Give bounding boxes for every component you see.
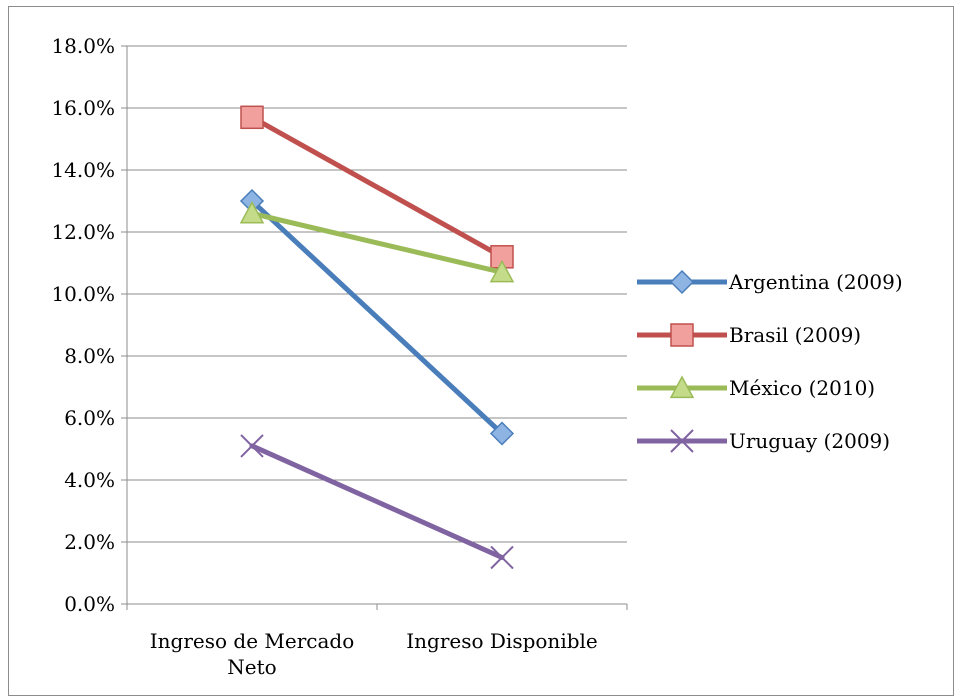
series-lines [239,105,515,570]
series-line-0 [249,198,505,436]
legend-marker [669,269,695,295]
legend: Argentina (2009) Brasil (2009) México (201… [637,269,903,453]
series-line-3 [249,443,505,560]
x-tick-labels: Ingreso de Mercado Neto Ingreso Disponible [150,629,598,679]
y-tick-label: 12.0% [51,220,115,244]
legend-label: Uruguay (2009) [729,429,890,453]
legend-item: Uruguay (2009) [637,429,890,453]
x-tick-label-line: Ingreso de Mercado [150,629,354,653]
legend-marker [670,429,694,453]
y-tick-label: 8.0% [64,344,115,368]
marker-stroke [670,429,694,453]
y-tick-label: 2.0% [64,530,115,554]
legend-item: Brasil (2009) [637,323,861,347]
legend-marker [669,375,695,399]
y-tick-label: 4.0% [64,468,115,492]
y-tick-label: 16.0% [51,96,115,120]
x-tick-label-line: Neto [227,655,276,679]
y-tick-label: 10.0% [51,282,115,306]
y-tick-label: 6.0% [64,406,115,430]
series-line-2 [249,210,505,275]
legend-item: México (2010) [637,375,875,400]
chart-frame [8,6,954,696]
x-tick-label: Ingreso Disponible [406,629,598,653]
y-tick-label: 0.0% [64,592,115,616]
axes [121,45,628,610]
data-point-0-1 [489,421,515,446]
marker-stroke [240,434,264,458]
y-tick-label: 18.0% [51,34,115,58]
data-point-1-0 [240,105,264,130]
data-point-2-0 [239,200,265,224]
x-tick-label-line: Ingreso Disponible [406,629,598,653]
data-point-2-1 [489,259,515,283]
series-line-1 [249,114,505,260]
x-tick-label: Ingreso de Mercado Neto [150,629,354,679]
marker-stroke [490,545,514,570]
gridlines [127,45,627,543]
legend-marker [670,323,694,347]
y-tick-label: 14.0% [51,158,115,182]
legend-item: Argentina (2009) [637,269,903,295]
y-tick-labels: 0.0% 2.0% 4.0% 6.0% 8.0% 10.0% 12.0% 14.0% 16.0%… [51,34,115,616]
data-point-3-1 [490,545,514,570]
legend-label: Argentina (2009) [728,270,903,294]
legend-label: México (2010) [729,376,875,400]
legend-label: Brasil (2009) [729,323,861,347]
data-point-3-0 [240,434,264,458]
